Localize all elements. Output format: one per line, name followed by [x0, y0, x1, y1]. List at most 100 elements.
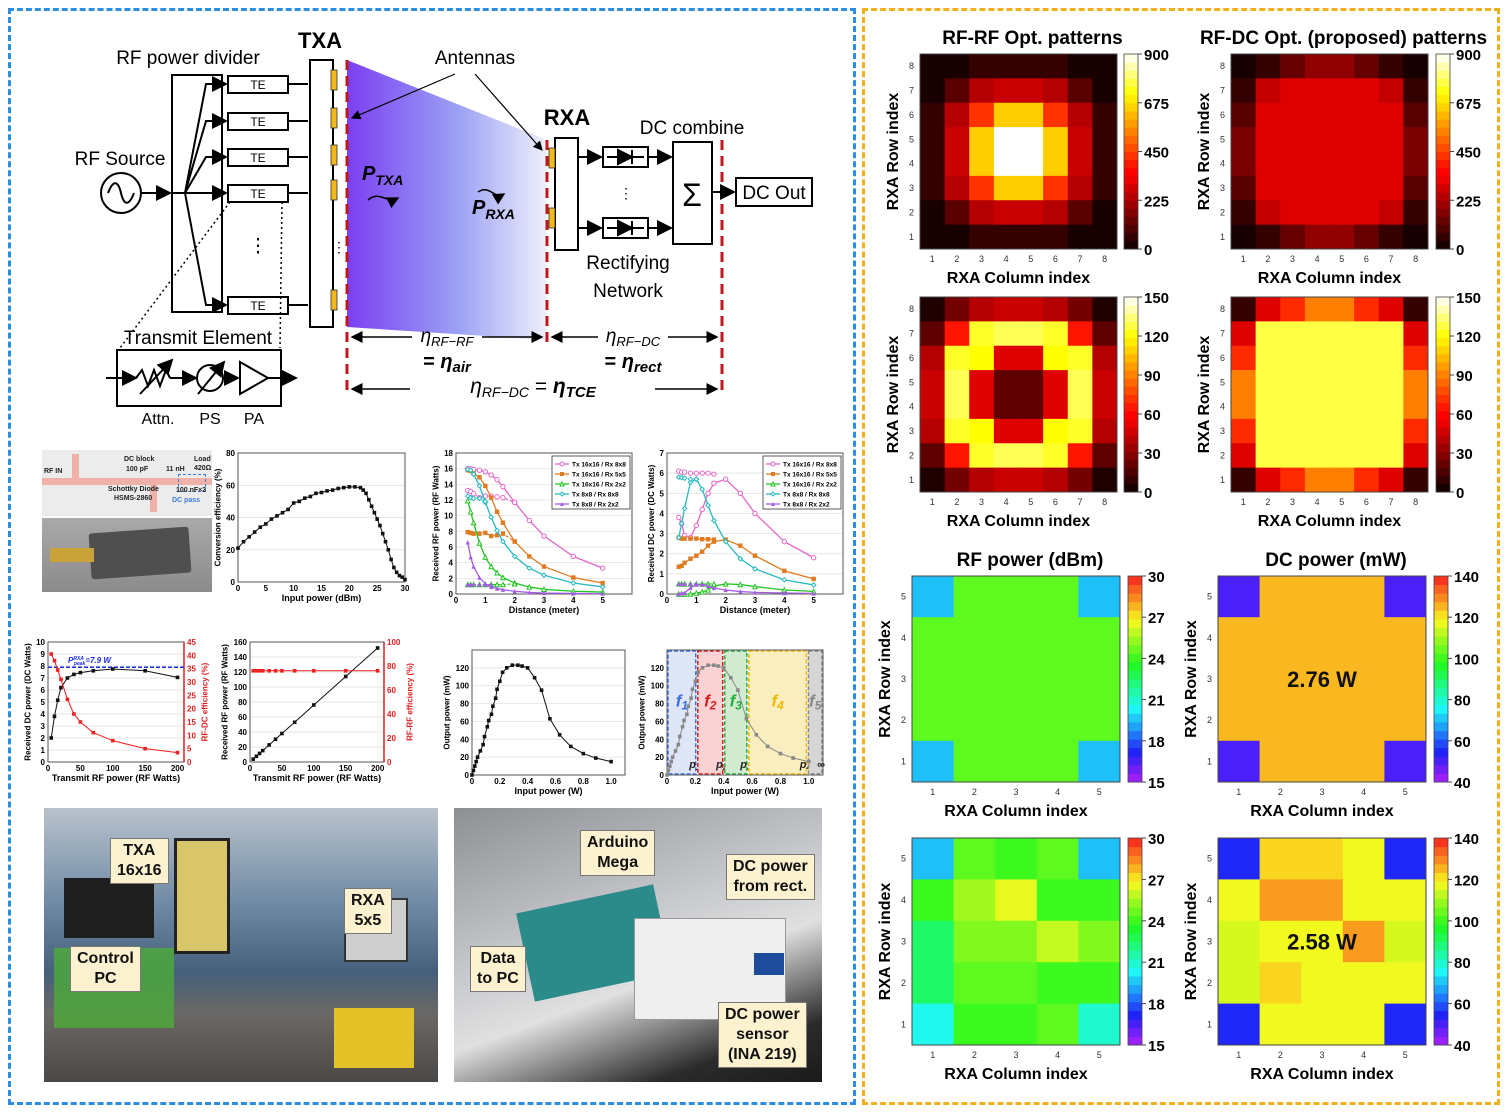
data-point — [482, 553, 489, 560]
x-tick-label: 5 — [1403, 787, 1408, 797]
data-point — [257, 669, 262, 673]
data-point — [548, 716, 552, 721]
colorbar-step — [1128, 618, 1142, 628]
data-point — [511, 499, 518, 506]
heatmap-cell — [1255, 321, 1281, 347]
data-point — [143, 669, 147, 673]
data-point — [472, 764, 477, 768]
data-point — [688, 581, 693, 587]
data-point — [687, 470, 694, 476]
heatmap-cell — [1218, 838, 1261, 880]
colorbar-tick-label: 24 — [1148, 651, 1165, 668]
heatmap-cell — [1378, 370, 1404, 395]
colorbar-tick-label: 675 — [1456, 96, 1481, 113]
colorbar-tick-label: 0 — [1144, 242, 1152, 259]
x-tick-label: 50 — [76, 764, 85, 773]
colorbar-step — [1124, 102, 1138, 112]
data-point — [693, 679, 698, 684]
y-tick-label: 4 — [1207, 895, 1212, 905]
data-point — [716, 664, 720, 668]
heatmap-cell — [1255, 78, 1281, 104]
x-tick-label: 1 — [930, 787, 935, 797]
data-point — [252, 530, 257, 534]
heatmap-cell — [1329, 78, 1355, 104]
data-point — [687, 476, 694, 483]
y-tick-label: 1 — [901, 1019, 906, 1029]
heatmap-cell — [1036, 962, 1079, 1005]
y-axis-label: RXA Row index — [1196, 336, 1213, 454]
y-tick-label: 14 — [444, 480, 453, 489]
colorbar-step — [1124, 110, 1138, 120]
y-tick-label: 40 — [238, 728, 247, 737]
colorbar-step — [1124, 329, 1138, 339]
colorbar-step — [1128, 601, 1142, 611]
x-tick-label: 150 — [339, 764, 353, 773]
heatmap-cell — [1043, 224, 1069, 250]
y-tick-label: 3 — [909, 426, 914, 436]
data-point — [494, 509, 500, 514]
data-point — [110, 667, 115, 671]
data-point — [541, 564, 547, 569]
data-point — [312, 703, 316, 707]
colorbar-tick-label: 150 — [1456, 290, 1481, 307]
colorbar-step — [1434, 601, 1448, 611]
colorbar-step — [1128, 872, 1142, 882]
y-tick-label: 3 — [909, 183, 914, 193]
heatmap-cell — [1043, 127, 1069, 152]
heatmap-cell — [1378, 175, 1404, 201]
boundary-lines — [345, 60, 724, 395]
colorbar-step — [1434, 881, 1448, 891]
x-tick-label: 4 — [1361, 1050, 1366, 1060]
colorbar-step — [1434, 721, 1448, 731]
x-tick-label: 4 — [1004, 254, 1009, 264]
data-point — [143, 746, 147, 751]
heatmap-cell — [1078, 838, 1121, 880]
heatmap-cell — [1092, 151, 1118, 177]
heatmap-cell — [995, 962, 1038, 1005]
colorbar-step — [1128, 576, 1142, 586]
data-point — [264, 522, 268, 526]
y-tick-label: 60 — [460, 717, 469, 726]
heatmap-cell — [969, 175, 995, 201]
colorbar-step — [1124, 345, 1138, 355]
y-axis-label: Received RF power (RF Watts) — [431, 465, 440, 581]
heatmap-cell — [920, 321, 946, 347]
y-tick-label: 5 — [660, 489, 665, 498]
y-tick-label: 4 — [1207, 633, 1212, 643]
heatmap-cell — [1018, 394, 1044, 420]
heatmap-cell — [1255, 467, 1281, 493]
colorbar-step — [1436, 167, 1450, 177]
data-point — [679, 581, 684, 587]
data-point — [600, 591, 605, 596]
data-point — [273, 669, 278, 673]
dc-combiner-box — [672, 141, 713, 245]
heatmap-cell — [1329, 102, 1355, 128]
colorbar-step — [1124, 175, 1138, 185]
heatmap-cell — [1255, 175, 1281, 201]
x-axis-label: RXA Column index — [944, 803, 1088, 820]
data-point — [771, 502, 775, 506]
data-point — [706, 663, 710, 667]
heatmap-cell — [1378, 54, 1404, 79]
heatmap-cell — [1280, 200, 1306, 226]
data-point — [581, 751, 586, 756]
peak-label: PRXA peak=7.9 W — [68, 656, 112, 667]
legend-entry: Tx 8x8 / Rx 8x8 — [783, 492, 830, 499]
heatmap-cell — [1384, 879, 1427, 922]
colorbar-step — [1436, 86, 1450, 96]
data-point — [471, 564, 476, 569]
y-axis-label: RXA Row index — [877, 620, 894, 738]
heatmap-cell — [1329, 394, 1355, 420]
heatmap-cell — [1342, 879, 1385, 922]
heatmap-cell — [1043, 151, 1069, 177]
y-tick-label: 0 — [243, 758, 248, 767]
colorbar: 0 225 450 675 900 — [1123, 47, 1169, 259]
colorbar-step — [1124, 402, 1138, 412]
txa-antenna-patches — [330, 69, 338, 311]
heatmap-cell — [1304, 127, 1330, 152]
data-point — [526, 565, 533, 572]
data-point — [468, 530, 473, 536]
data-point — [400, 575, 405, 579]
y-tick-label: 4 — [41, 710, 46, 719]
